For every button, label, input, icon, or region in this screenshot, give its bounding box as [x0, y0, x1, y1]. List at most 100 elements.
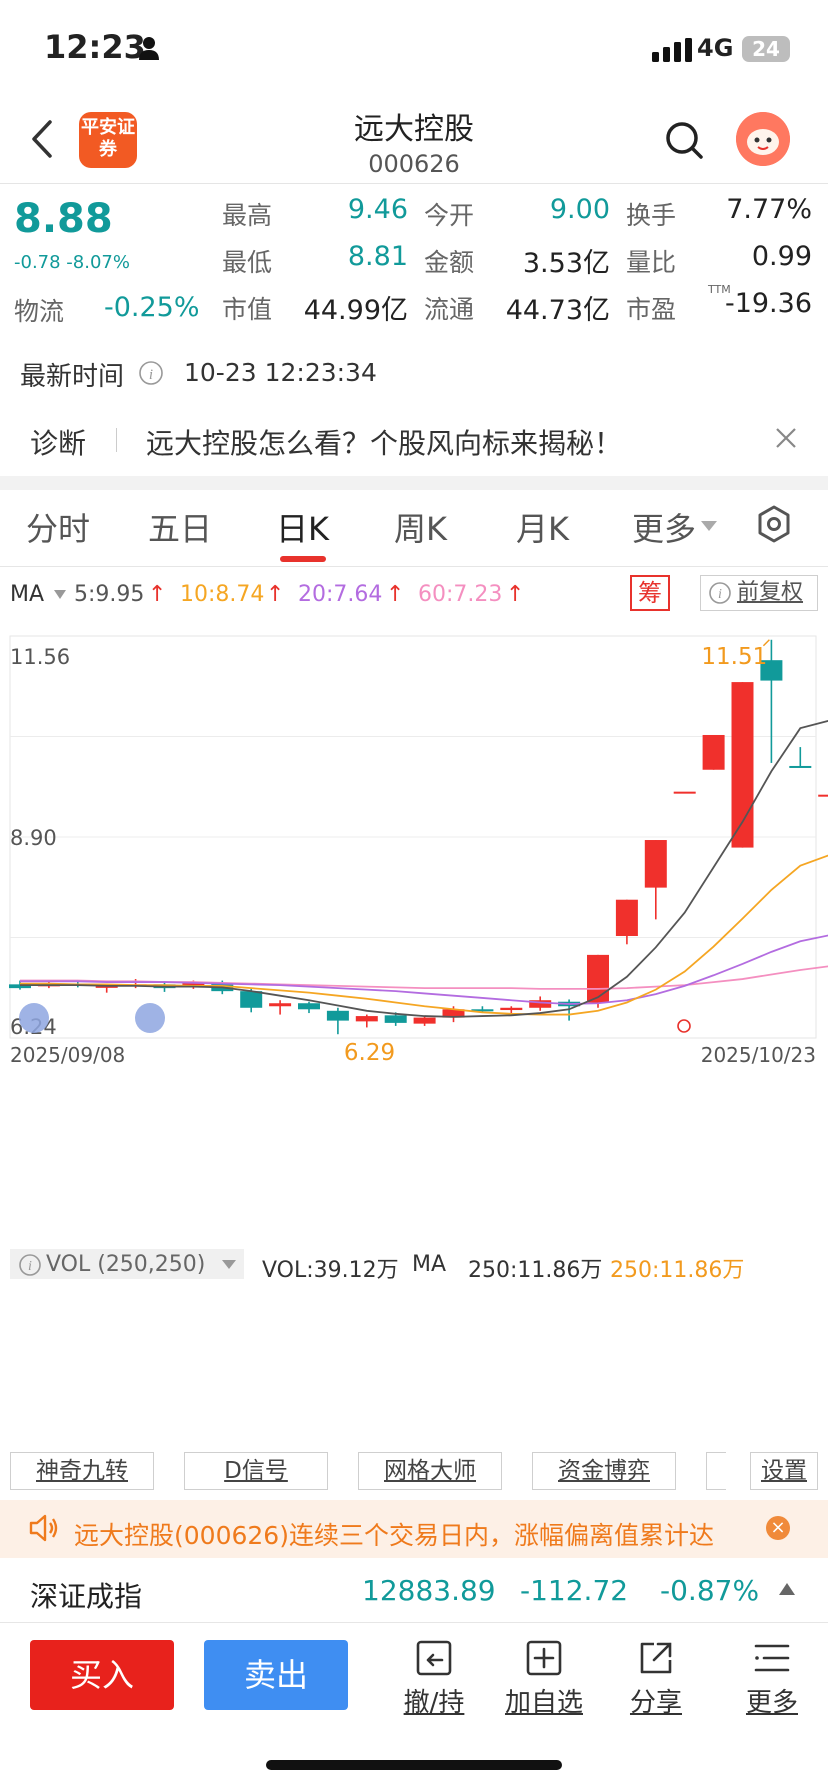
add-watchlist-button[interactable]: 加自选 — [496, 1638, 592, 1719]
current-price: 8.88 — [14, 196, 113, 242]
candle-body — [95, 985, 118, 988]
candle-body — [355, 1016, 378, 1022]
back-arrow-icon[interactable] — [26, 118, 58, 160]
ma-label: MA — [10, 582, 45, 607]
index-name[interactable]: 深证成指 — [30, 1580, 143, 1613]
ma10-value: 10:8.74 — [180, 582, 265, 607]
tool-partial[interactable] — [706, 1452, 726, 1490]
candle-body — [615, 899, 638, 936]
latest-time-value: 10-23 12:23:34 — [184, 358, 377, 387]
gear-icon[interactable] — [754, 504, 794, 544]
kline-chart[interactable]: 11.568.906.2411.516.292025/09/082025/10/… — [0, 620, 828, 1220]
cancel-hold-label: 撤/持 — [403, 1688, 465, 1718]
search-icon[interactable] — [664, 120, 704, 162]
candle-body — [413, 1017, 436, 1024]
cancel-hold-button[interactable]: 撤/持 — [386, 1638, 482, 1719]
tool-settings[interactable]: 设置 — [750, 1452, 818, 1490]
share-button[interactable]: 分享 — [608, 1638, 704, 1719]
candle-body — [818, 794, 828, 797]
up-arrow-icon: ↑ — [266, 582, 285, 607]
candle-body — [471, 1009, 494, 1012]
tool-grid-master[interactable]: 网格大师 — [358, 1452, 502, 1490]
home-indicator[interactable] — [266, 1760, 562, 1770]
quote-value: -19.36 — [724, 288, 812, 319]
tab-daily-k[interactable]: 日K — [276, 510, 329, 548]
info-icon: i — [19, 1254, 41, 1276]
share-icon — [640, 1642, 672, 1674]
divider — [0, 183, 828, 184]
ma5-line — [20, 720, 828, 1018]
candle-body — [384, 1015, 407, 1023]
index-percent: -0.87% — [660, 1574, 760, 1607]
latest-time-label: 最新时间 — [20, 362, 125, 392]
more-label: 更多 — [745, 1688, 798, 1718]
tab-weekly-k[interactable]: 周K — [394, 510, 447, 548]
tool-magic-nine[interactable]: 神奇九转 — [10, 1452, 154, 1490]
svg-text:i: i — [718, 587, 722, 602]
index-value: 12883.89 — [362, 1574, 496, 1607]
volume-indicator-label: VOL (250,250) — [46, 1252, 206, 1277]
svg-text:i: i — [28, 1259, 32, 1274]
buy-button[interactable]: 买入 — [30, 1640, 174, 1710]
network-type: 4G — [697, 34, 734, 62]
tab-more[interactable]: 更多 — [632, 510, 697, 548]
info-icon[interactable]: i — [138, 360, 164, 386]
index-change: -112.72 — [520, 1574, 629, 1607]
ma20-value: 20:7.64 — [298, 582, 383, 607]
volume-ma-label: MA — [412, 1252, 447, 1277]
date-start-label: 2025/09/08 — [10, 1043, 125, 1067]
tab-five-day[interactable]: 五日 — [148, 510, 213, 548]
tool-d-signal[interactable]: D信号 — [184, 1452, 328, 1490]
volume-indicator-selector[interactable] — [10, 1249, 244, 1279]
stock-name: 远大控股 — [354, 112, 474, 147]
quote-value: 9.46 — [347, 194, 408, 225]
chevron-down-icon[interactable] — [54, 590, 66, 600]
candle-body — [182, 982, 205, 986]
quote-value: 7.77% — [726, 194, 812, 225]
y-axis-label: 11.56 — [10, 645, 70, 669]
quote-label: 金额 — [424, 248, 475, 277]
close-icon[interactable]: × — [766, 1516, 790, 1540]
notice-text[interactable]: 远大控股(000626)连续三个交易日内，涨幅偏离值累计达 — [74, 1521, 714, 1550]
price-adjust-button[interactable]: 前复权 — [700, 575, 818, 611]
active-tab-indicator — [280, 556, 326, 562]
quote-value: 3.53亿 — [522, 248, 610, 279]
notice-bar[interactable] — [0, 1500, 828, 1558]
candle-body — [529, 1000, 552, 1008]
quote-value: 8.81 — [347, 241, 408, 272]
up-arrow-icon: ↑ — [148, 582, 167, 607]
price-change: -0.78 -8.07% — [14, 252, 130, 273]
quote-label: 今开 — [424, 201, 475, 230]
diagnosis-label: 诊断 — [30, 427, 87, 460]
chip-distribution-button[interactable]: 筹 — [630, 575, 670, 611]
candle-body — [240, 991, 263, 1008]
sell-button[interactable]: 卖出 — [204, 1640, 348, 1710]
candle-body — [9, 984, 31, 989]
max-price-pointer — [762, 639, 770, 647]
quote-label: 最低 — [222, 248, 273, 277]
diagnosis-link[interactable]: 远大控股怎么看？个股风向标来揭秘！ — [146, 427, 623, 460]
person-icon — [139, 37, 159, 60]
divider — [116, 428, 117, 452]
candle-body — [760, 660, 783, 681]
max-price-label: 11.51 — [701, 644, 767, 670]
tab-monthly-k[interactable]: 月K — [516, 510, 569, 548]
candle-body — [500, 1007, 523, 1011]
pe-ttm-suffix: TTM — [708, 283, 731, 296]
y-axis-label: 8.90 — [10, 826, 57, 850]
tool-capital-game[interactable]: 资金博弈 — [532, 1452, 676, 1490]
date-end-label: 2025/10/23 — [701, 1043, 816, 1067]
tab-intraday[interactable]: 分时 — [26, 510, 91, 548]
up-arrow-icon: ↑ — [386, 582, 405, 607]
event-marker-icon — [677, 1019, 691, 1033]
chevron-up-icon[interactable] — [778, 1582, 796, 1596]
more-button[interactable]: 更多 — [724, 1638, 820, 1719]
plus-square-icon — [526, 1640, 562, 1676]
stock-code: 000626 — [368, 150, 460, 178]
chevron-down-icon — [222, 1260, 236, 1269]
svg-text:i: i — [149, 367, 153, 383]
divider — [0, 1622, 828, 1623]
close-icon[interactable] — [772, 424, 800, 452]
cancel-hold-icon — [416, 1640, 452, 1676]
avatar[interactable] — [736, 112, 790, 166]
